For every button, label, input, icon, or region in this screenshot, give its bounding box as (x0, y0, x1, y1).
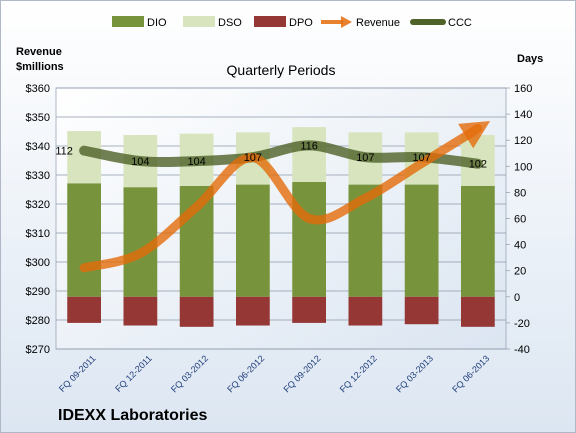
left-tick-label: $330 (26, 170, 50, 182)
bar-dpo (236, 296, 270, 326)
bar-dio (236, 184, 270, 297)
right-axis-label: Days (517, 53, 543, 65)
right-tick-label: 140 (514, 109, 532, 121)
ccc-data-label: 112 (55, 146, 73, 158)
bar-dpo (461, 296, 495, 327)
bar-dio (404, 184, 439, 297)
ccc-line (79, 140, 483, 169)
ccc-data-label: 107 (244, 152, 262, 164)
left-tick-label: $360 (26, 83, 50, 95)
bar-dpo (292, 296, 326, 323)
company-name: IDEXX Laboratories (58, 407, 207, 424)
right-tick-label: 20 (514, 266, 526, 278)
bar-dpo (179, 296, 214, 327)
bar-dpo (123, 296, 158, 326)
revenue-line (79, 121, 491, 273)
left-axis-label-line2: $millions (16, 61, 64, 73)
legend-arrowhead-revenue (341, 16, 352, 28)
right-tick-label: 160 (514, 83, 532, 95)
right-tick-label: 40 (514, 240, 526, 252)
left-tick-label: $320 (26, 199, 50, 211)
left-axis-label-line1: Revenue (16, 46, 62, 58)
left-tick-label: $300 (26, 257, 50, 269)
bar-dpo (67, 296, 101, 323)
left-tick-label: $350 (26, 112, 50, 124)
bars (67, 127, 495, 327)
right-tick-label: -20 (514, 318, 530, 330)
legend-label-dio: DIO (147, 17, 167, 29)
left-tick-label: $290 (26, 286, 50, 298)
bar-dpo (404, 296, 439, 325)
legend-swatch-dso (183, 16, 215, 27)
left-tick-label: $270 (26, 344, 50, 356)
bar-dpo (348, 296, 383, 326)
left-tick-label: $340 (26, 141, 50, 153)
legend-label-dpo: DPO (289, 17, 313, 29)
right-tick-label: 60 (514, 214, 526, 226)
bar-dio (461, 185, 495, 297)
ccc-data-label: 116 (300, 140, 318, 152)
ccc-data-label: 102 (469, 159, 487, 171)
bar-dso (292, 127, 326, 182)
legend-swatch-dpo (254, 16, 286, 27)
right-tick-label: 0 (514, 292, 520, 304)
ccc-data-label: 107 (412, 152, 430, 164)
left-tick-label: $280 (26, 315, 50, 327)
legend-label-dso: DSO (218, 17, 242, 29)
right-tick-label: 80 (514, 187, 526, 199)
bar-dio (67, 183, 101, 297)
legend-swatch-dio (112, 16, 144, 27)
ccc-data-label: 107 (356, 152, 374, 164)
chart-title: Quarterly Periods (227, 62, 336, 78)
lines: 112 104 104 107 116 107 107 102 (55, 121, 491, 273)
right-tick-label: 100 (514, 161, 532, 173)
ccc-data-label: 104 (187, 156, 205, 168)
right-tick-label: -40 (514, 344, 530, 356)
legend-label-ccc: CCC (448, 17, 472, 29)
legend-label-revenue: Revenue (356, 17, 400, 29)
bar-dio (292, 181, 326, 297)
left-tick-label: $310 (26, 228, 50, 240)
legend: DIO DSO DPO Revenue CCC (112, 16, 472, 29)
ccc-data-label: 104 (131, 156, 149, 168)
right-tick-label: 120 (514, 135, 532, 147)
